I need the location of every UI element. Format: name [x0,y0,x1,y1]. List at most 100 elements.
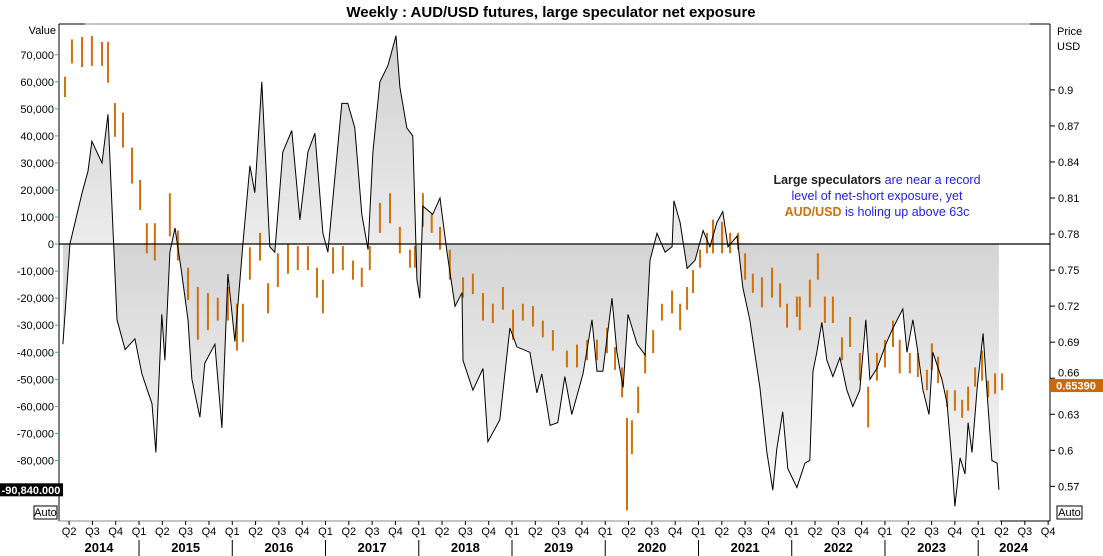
quarter-label: Q2 [62,526,77,538]
quarter-label: Q3 [1017,526,1032,538]
quarter-label: Q3 [551,526,566,538]
annotation-audusd: AUD/USD [785,205,842,219]
year-label: 2021 [731,540,760,555]
right-tick-label: 0.75 [1058,265,1079,277]
quarter-label: Q4 [1041,526,1056,538]
left-tick-label: -40,000 [17,347,54,359]
net-exposure-line [62,35,1000,507]
year-label: 2024 [999,540,1029,555]
left-tick-label: 70,000 [20,50,54,62]
annotation-line-1: Large speculators are near a record [773,173,980,187]
net-exposure-fill [62,35,999,507]
left-tick-label: -30,000 [17,320,54,332]
quarter-label: Q3 [645,526,660,538]
quarter-label: Q4 [668,526,683,538]
year-label: 2015 [171,540,200,555]
net-negative-area [62,244,999,507]
year-label: 2022 [824,540,853,555]
left-tick-label: 40,000 [20,131,54,143]
left-tick-label: 20,000 [20,185,54,197]
quarter-label: Q4 [202,526,217,538]
right-auto-label: Auto [1058,507,1081,519]
quarter-label: Q2 [901,526,916,538]
quarter-label: Q3 [178,526,193,538]
left-auto-scale-button[interactable]: Auto [33,505,58,520]
left-tick-label: 30,000 [20,158,54,170]
quarter-label: Q4 [481,526,496,538]
quarter-label: Q4 [761,526,776,538]
right-tick-label: 0.81 [1058,193,1079,205]
annotation: Large speculators are near a record leve… [773,173,980,219]
quarter-label: Q4 [854,526,869,538]
quarter-label: Q4 [575,526,590,538]
quarter-label: Q3 [85,526,100,538]
annotation-line-2: level of net-short exposure, yet [792,189,963,203]
left-axis-ticks: 70,000 60,000 50,000 40,000 30,000 20,000 10,0… [17,50,59,467]
quarter-label: Q4 [388,526,403,538]
current-price-value: 0.65390 [1056,381,1096,393]
quarter-label: Q2 [621,526,636,538]
left-tick-label: -50,000 [17,374,54,386]
quarter-label: Q3 [831,526,846,538]
year-label: 2020 [637,540,666,555]
right-tick-label: 0.78 [1058,229,1079,241]
right-tick-label: 0.87 [1058,121,1079,133]
left-tick-label: 10,000 [20,212,54,224]
annotation-large-speculators: Large speculators [773,173,881,187]
right-axis-label: Price [1057,26,1082,38]
right-tick-label: 0.63 [1058,409,1079,421]
right-tick-label: 0.84 [1058,157,1079,169]
quarter-label: Q1 [132,526,147,538]
quarter-label: Q2 [248,526,263,538]
quarter-label: Q2 [528,526,543,538]
current-net-value-marker: -90,840.000 [0,483,63,497]
net-positive-area [69,35,738,244]
x-axis-ticks: Q2 Q3 Q4 Q1 Q2 Q3 Q4 Q1 Q2 Q3 Q4 Q1 Q2 Q3 Q4 Q1 Q2 Q3 Q4 Q1… [62,521,1056,556]
quarter-label: Q3 [272,526,287,538]
left-tick-label: 0 [48,239,54,251]
quarter-label: Q4 [108,526,123,538]
left-tick-label: 50,000 [20,104,54,116]
left-tick-label: -20,000 [17,293,54,305]
quarter-label: Q4 [295,526,310,538]
year-label: 2018 [451,540,480,555]
right-tick-label: 0.72 [1058,301,1079,313]
year-label: 2017 [358,540,387,555]
quarter-label: Q1 [225,526,240,538]
year-label: 2023 [917,540,946,555]
quarter-label: Q3 [924,526,939,538]
left-tick-label: -70,000 [17,428,54,440]
quarter-label: Q2 [808,526,823,538]
quarter-label: Q2 [994,526,1009,538]
price-bars [63,35,1004,511]
quarter-label: Q1 [318,526,333,538]
current-net-value: -90,840.000 [2,485,61,497]
quarter-label: Q1 [878,526,893,538]
right-axis-unit: USD [1057,41,1080,53]
right-tick-label: 0.9 [1058,85,1073,97]
quarter-label: Q1 [971,526,986,538]
right-tick-label: 0.57 [1058,481,1079,493]
right-auto-scale-button[interactable]: Auto [1056,505,1083,520]
year-label: 2014 [85,540,115,555]
quarter-label: Q2 [435,526,450,538]
quarter-label: Q1 [505,526,520,538]
right-tick-label: 0.69 [1058,337,1079,349]
annotation-line-1-rest: are near a record [881,173,980,187]
quarter-label: Q2 [155,526,170,538]
annotation-line-3-rest: is holing up above 63c [842,205,970,219]
quarter-label: Q3 [458,526,473,538]
left-tick-label: -10,000 [17,266,54,278]
chart-title: Weekly : AUD/USD futures, large speculat… [346,4,755,21]
quarter-label: Q2 [341,526,356,538]
left-tick-label: -80,000 [17,455,54,467]
right-tick-label: 0.6 [1058,445,1073,457]
quarter-label: Q1 [598,526,613,538]
right-tick-label: 0.66 [1058,368,1079,380]
left-tick-label: 60,000 [20,77,54,89]
quarter-label: Q1 [411,526,426,538]
year-label: 2019 [544,540,573,555]
quarter-label: Q3 [738,526,753,538]
quarter-label: Q4 [948,526,963,538]
